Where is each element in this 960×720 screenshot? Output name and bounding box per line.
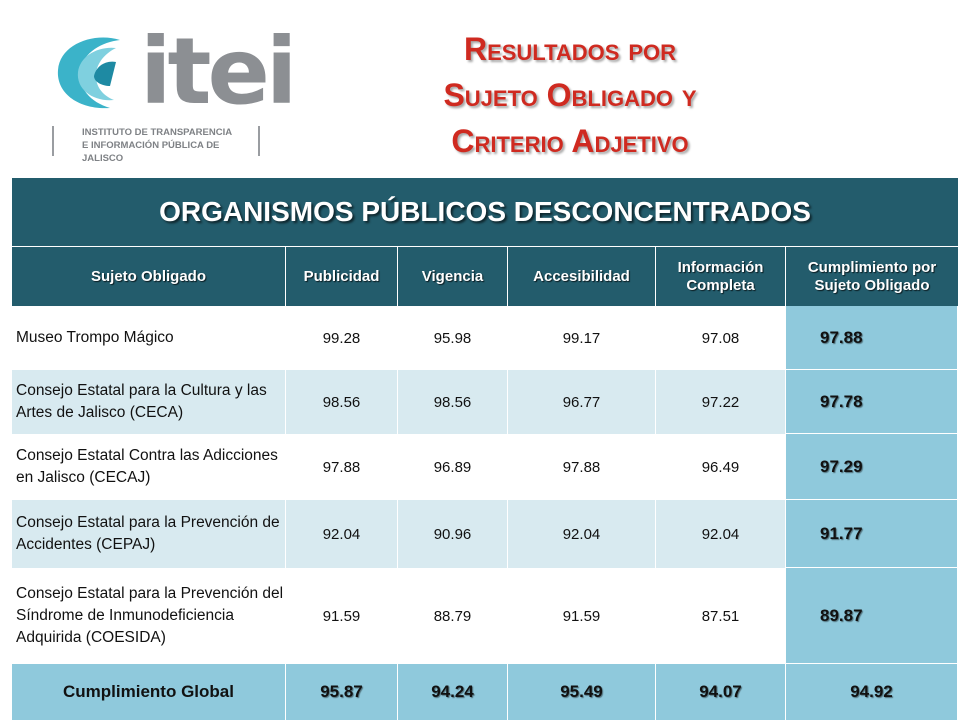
row-vigencia: 98.56 [398, 370, 508, 434]
results-table: ORGANISMOS PÚBLICOS DESCONCENTRADOS Suje… [12, 178, 958, 720]
row-informacion: 87.51 [656, 568, 786, 664]
row-cumplimiento: 97.88 [786, 306, 958, 370]
table-row: Museo Trompo Mágico 99.28 95.98 99.17 97… [12, 306, 958, 370]
row-accesibilidad: 97.88 [508, 434, 656, 500]
row-vigencia: 88.79 [398, 568, 508, 664]
itei-logo-mark-icon [57, 37, 120, 109]
itei-logo: itei INSTITUTO DE TRANSPARENCIA E INFORM… [40, 22, 297, 164]
title-line2: Sujeto Obligado y [443, 77, 697, 113]
row-accesibilidad: 91.59 [508, 568, 656, 664]
header-sujeto-obligado: Sujeto Obligado [12, 246, 286, 306]
table-row: Consejo Estatal para la Prevención de Ac… [12, 500, 958, 568]
table-row: Consejo Estatal para la Cultura y las Ar… [12, 370, 958, 434]
total-publicidad: 95.87 [286, 664, 398, 720]
total-accesibilidad: 95.49 [508, 664, 656, 720]
row-publicidad: 98.56 [286, 370, 398, 434]
row-name: Consejo Estatal para la Prevención del S… [12, 568, 286, 664]
total-cumplimiento: 94.92 [786, 664, 958, 720]
total-informacion: 94.07 [656, 664, 786, 720]
row-name: Consejo Estatal para la Cultura y las Ar… [12, 370, 286, 434]
row-informacion: 96.49 [656, 434, 786, 500]
header-accesibilidad: Accesibilidad [508, 246, 656, 306]
row-informacion: 97.22 [656, 370, 786, 434]
table-total-row: Cumplimiento Global 95.87 94.24 95.49 94… [12, 664, 958, 720]
row-publicidad: 99.28 [286, 306, 398, 370]
row-vigencia: 95.98 [398, 306, 508, 370]
row-vigencia: 96.89 [398, 434, 508, 500]
row-accesibilidad: 92.04 [508, 500, 656, 568]
row-name: Consejo Estatal Contra las Adicciones en… [12, 434, 286, 500]
row-vigencia: 90.96 [398, 500, 508, 568]
row-accesibilidad: 99.17 [508, 306, 656, 370]
row-cumplimiento: 91.77 [786, 500, 958, 568]
table-row: Consejo Estatal Contra las Adicciones en… [12, 434, 958, 500]
page-title: Resultados por Sujeto Obligado y Criteri… [340, 26, 800, 164]
row-publicidad: 97.88 [286, 434, 398, 500]
header-vigencia: Vigencia [398, 246, 508, 306]
total-label: Cumplimiento Global [12, 664, 286, 720]
table-banner: ORGANISMOS PÚBLICOS DESCONCENTRADOS [12, 178, 958, 246]
row-publicidad: 91.59 [286, 568, 398, 664]
row-informacion: 97.08 [656, 306, 786, 370]
row-cumplimiento: 97.78 [786, 370, 958, 434]
row-name: Museo Trompo Mágico [12, 306, 286, 370]
logo-subtitle-line2: E INFORMACIÓN PÚBLICA DE JALISCO [82, 140, 220, 164]
row-informacion: 92.04 [656, 500, 786, 568]
logo-subtitle-line1: INSTITUTO DE TRANSPARENCIA [82, 127, 233, 138]
header-cumplimiento: Cumplimiento por Sujeto Obligado [786, 246, 958, 306]
title-line1: Resultados por [463, 31, 677, 67]
row-publicidad: 92.04 [286, 500, 398, 568]
logo-subtitle: INSTITUTO DE TRANSPARENCIA E INFORMACIÓN… [52, 126, 260, 164]
table-header-row: Sujeto Obligado Publicidad Vigencia Acce… [12, 246, 958, 306]
table-row: Consejo Estatal para la Prevención del S… [12, 568, 958, 664]
total-vigencia: 94.24 [398, 664, 508, 720]
header-publicidad: Publicidad [286, 246, 398, 306]
row-cumplimiento: 89.87 [786, 568, 958, 664]
header-informacion-completa: Información Completa [656, 246, 786, 306]
logo-wordmark: itei [140, 18, 297, 125]
title-line3: Criterio Adjetivo [451, 123, 689, 159]
row-cumplimiento: 97.29 [786, 434, 958, 500]
row-accesibilidad: 96.77 [508, 370, 656, 434]
row-name: Consejo Estatal para la Prevención de Ac… [12, 500, 286, 568]
